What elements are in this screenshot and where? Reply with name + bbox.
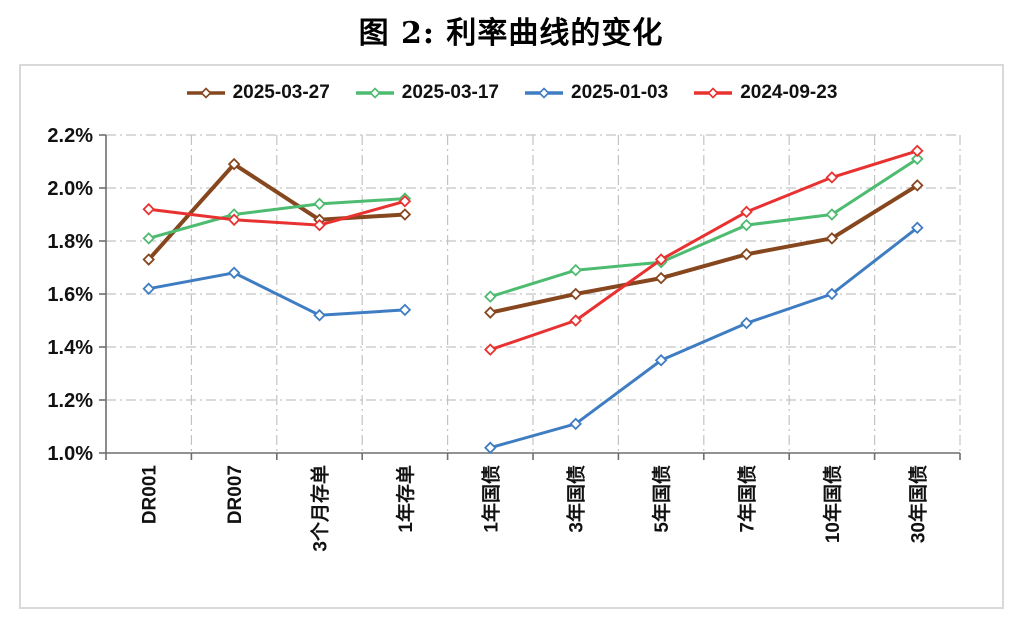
data-point-marker-2025-03-17 [740,218,753,232]
data-point-marker-2025-01-03 [825,287,839,301]
data-point-marker-2024-09-23 [911,144,924,158]
legend-item: 2025-03-17 [355,82,499,104]
data-point-marker-2025-03-27 [569,287,582,301]
data-point-marker-2024-09-23 [313,218,326,232]
series-line-2025-01-03 [147,271,407,317]
data-point-marker-2025-03-27 [142,253,155,266]
data-point-marker-2024-09-23 [227,213,241,227]
x-tick-label: 30年国债 [906,465,929,543]
legend-item: 2025-03-27 [186,82,330,104]
data-point-marker-2025-01-03 [484,441,497,454]
data-point-marker-2024-09-23 [569,314,582,327]
data-point-marker-2025-03-17 [911,152,924,166]
data-point-marker-2025-01-03 [911,221,924,235]
data-point-marker-2025-01-03 [142,282,155,295]
data-point-marker-2025-03-27 [654,271,668,285]
series-line-2025-03-17 [147,197,407,240]
data-point-marker-2025-01-03 [227,266,241,280]
data-point-marker-2025-03-17 [142,232,155,245]
series-line-2025-03-17 [488,157,919,299]
legend-label: 2025-03-17 [401,82,499,103]
legend-label: 2025-03-27 [232,82,330,103]
data-point-marker-2025-01-03 [654,353,668,367]
x-tick-label: 7年国债 [736,465,759,533]
legend-swatch-icon [355,87,394,99]
y-tick-label: 2.2% [47,125,93,147]
data-point-marker-2025-03-27 [398,208,412,221]
data-point-marker-2025-03-27 [911,179,924,192]
legend-swatch-icon [525,87,563,99]
data-point-marker-2025-03-17 [313,197,326,211]
series-line-2024-09-23 [488,149,919,352]
x-tick-label: 3年国债 [565,465,588,533]
data-point-marker-2025-03-27 [825,232,839,245]
data-point-marker-2024-09-23 [825,171,839,184]
series-line-2025-03-27 [488,183,920,315]
data-point-marker-2025-03-17 [569,263,582,277]
x-tick-label: 5年国债 [650,465,673,533]
x-tick-label: DR007 [225,465,246,524]
series-line-2025-01-03 [488,226,919,450]
y-tick-label: 1.8% [47,231,93,253]
data-point-marker-2024-09-23 [654,253,668,266]
x-tick-label: DR001 [140,465,161,525]
y-tick-label: 1.6% [47,284,93,306]
data-point-marker-2025-03-17 [484,290,497,303]
legend-swatch-icon [186,87,225,99]
plot-svg: 1.0% 1.2% 1.4% 1.6% 1.8% 2.0% 2.2% DR001 DR007 3个… [47,125,961,552]
legend-label: 2025-01-03 [571,82,669,103]
legend: 2025-03-27 2025-03-17 2025-01-03 2024-09-23 [21,82,1002,104]
data-point-marker-2025-03-17 [825,208,839,221]
legend-item: 2025-01-03 [524,82,668,104]
data-point-marker-2025-01-03 [569,417,582,431]
series-line-2024-09-23 [147,199,407,227]
data-point-marker-2024-09-23 [484,343,497,356]
x-tick-label: 1年存单 [394,465,417,533]
chart-title: 图 2: 利率曲线的变化 [358,16,664,51]
y-tick-label: 1.4% [47,337,93,359]
data-point-marker-2025-01-03 [313,308,326,322]
data-point-marker-2024-09-23 [142,202,155,216]
y-tick-label: 1.0% [47,443,93,465]
series-line-2025-03-27 [146,162,407,262]
x-tick-label: 3个月存单 [309,465,332,552]
chart-box: 2025-03-27 2025-03-17 2025-01-03 2024-09-23… [19,64,1004,609]
x-tick-label: 10年国债 [821,465,844,543]
data-point-marker-2025-01-03 [398,303,412,317]
y-tick-label: 2.0% [47,178,93,200]
x-tick-label: 1年国债 [479,465,502,533]
legend-swatch-icon [694,87,733,99]
data-point-marker-2024-09-23 [740,205,753,219]
data-point-marker-2025-01-03 [740,316,753,330]
data-point-marker-2024-09-23 [398,194,412,208]
data-point-marker-2025-03-27 [484,306,497,319]
data-point-marker-2025-03-27 [740,247,753,261]
legend-label: 2024-09-23 [740,82,838,103]
y-tick-label: 1.2% [47,390,93,412]
data-point-marker-2025-03-27 [227,157,241,171]
legend-item: 2024-09-23 [693,82,837,104]
